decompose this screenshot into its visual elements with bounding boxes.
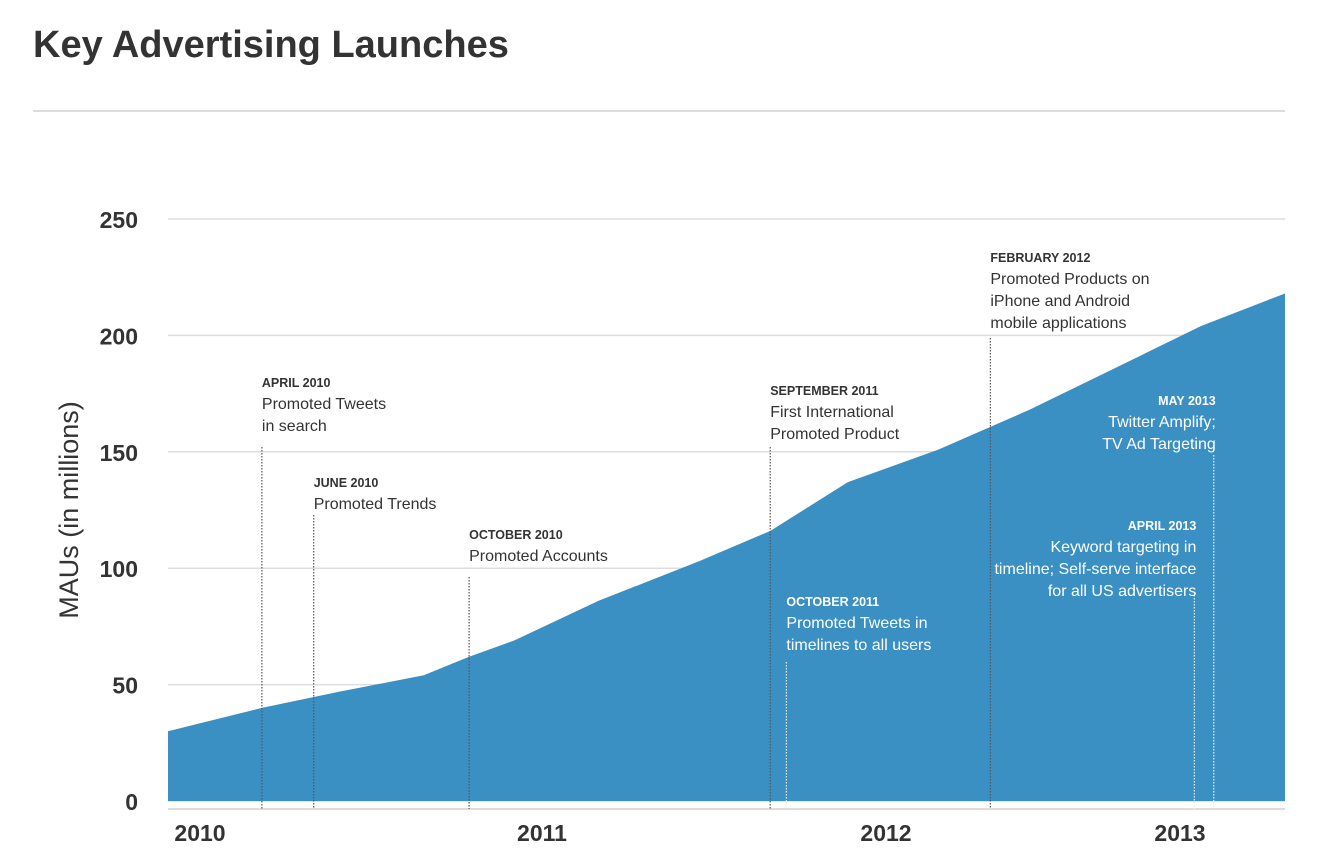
annotation-text: First International	[770, 404, 894, 421]
chart-title: Key Advertising Launches	[33, 24, 509, 66]
annotation-date: APRIL 2010	[262, 376, 331, 390]
annotation-text: Twitter Amplify;	[1108, 414, 1216, 431]
y-tick-labels: 0 50 100 150 200 250	[100, 207, 138, 815]
annotation-text: timeline; Self-serve interface	[994, 561, 1196, 578]
y-tick-label: 150	[100, 440, 138, 466]
x-tick-label: 2013	[1154, 820, 1205, 846]
y-tick-label: 50	[112, 673, 138, 699]
y-tick-label: 200	[100, 323, 138, 349]
annotation: SEPTEMBER 2011 First International Promote…	[769, 384, 900, 809]
x-tick-label: 2011	[517, 820, 567, 846]
annotation: JUNE 2010 Promoted Trends	[313, 476, 437, 809]
annotation-text: Promoted Tweets in	[786, 615, 927, 632]
annotation-date: JUNE 2010	[314, 476, 379, 490]
y-tick-label: 100	[100, 556, 138, 582]
annotation-date: OCTOBER 2011	[786, 595, 879, 609]
annotation-text: for all US advertisers	[1048, 583, 1197, 600]
annotation-text: timelines to all users	[786, 637, 931, 654]
annotation-date: APRIL 2013	[1128, 519, 1197, 533]
annotations: APRIL 2010 Promoted Tweets in search JUNE 2…	[261, 251, 1216, 809]
annotation: OCTOBER 2010 Promoted Accounts	[468, 528, 608, 809]
x-tick-labels: 2010 2011 2012 2013	[174, 820, 1205, 846]
annotation: OCTOBER 2011 Promoted Tweets in timelines …	[785, 595, 931, 809]
annotation-text: TV Ad Targeting	[1102, 436, 1216, 453]
annotation-text: Promoted Products on	[990, 271, 1149, 288]
x-tick-label: 2012	[860, 820, 911, 846]
annotation: APRIL 2010 Promoted Tweets in search	[261, 376, 386, 809]
annotation: APRIL 2013 Keyword targeting in timeline; …	[994, 519, 1196, 809]
annotation-text: Promoted Product	[770, 426, 900, 443]
annotation-text: mobile applications	[990, 315, 1126, 332]
x-tick-label: 2010	[174, 820, 225, 846]
annotation-date: OCTOBER 2010	[469, 528, 563, 542]
annotation-text: Promoted Accounts	[469, 548, 608, 565]
y-tick-label: 250	[100, 207, 138, 233]
annotation-date: SEPTEMBER 2011	[770, 384, 878, 398]
annotation: FEBRUARY 2012 Promoted Products on iPhone …	[989, 251, 1150, 809]
annotation-text: Keyword targeting in	[1050, 539, 1196, 556]
y-tick-label: 0	[125, 789, 138, 815]
annotation-text: Promoted Trends	[314, 496, 437, 513]
annotation-date: MAY 2013	[1158, 394, 1216, 408]
annotation: MAY 2013 Twitter Amplify; TV Ad Targeting	[1102, 394, 1216, 809]
annotation-text: iPhone and Android	[990, 293, 1130, 310]
mau-area	[168, 293, 1285, 801]
annotation-date: FEBRUARY 2012	[990, 251, 1090, 265]
annotation-text: Promoted Tweets	[262, 396, 386, 413]
annotation-text: in search	[262, 418, 327, 435]
y-axis-label: MAUs (in millions)	[54, 401, 84, 619]
